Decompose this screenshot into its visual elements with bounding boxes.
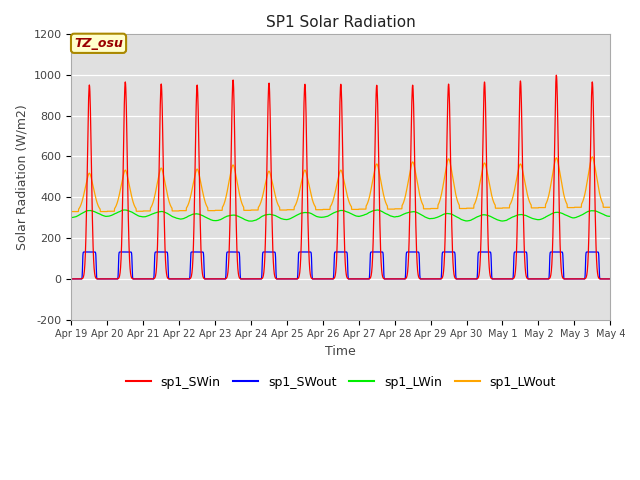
sp1_LWout: [607, 204, 614, 210]
sp1_SWin: [497, 276, 505, 282]
sp1_LWin: [368, 208, 376, 214]
Y-axis label: Solar Radiation (W/m2): Solar Radiation (W/m2): [15, 104, 28, 250]
sp1_SWout: [218, 276, 226, 282]
sp1_LWin: [68, 215, 76, 220]
sp1_SWin: [607, 276, 614, 282]
sp1_SWin: [574, 276, 582, 282]
sp1_LWin: [559, 211, 567, 217]
Line: sp1_LWin: sp1_LWin: [72, 210, 611, 221]
sp1_LWout: [588, 154, 596, 160]
Line: sp1_SWout: sp1_SWout: [72, 252, 611, 279]
sp1_LWout: [559, 186, 566, 192]
sp1_LWin: [218, 216, 225, 222]
sp1_SWin: [218, 276, 225, 282]
Title: SP1 Solar Radiation: SP1 Solar Radiation: [266, 15, 416, 30]
Text: TZ_osu: TZ_osu: [74, 37, 123, 50]
sp1_LWout: [368, 182, 376, 188]
sp1_LWin: [607, 214, 614, 219]
sp1_SWin: [356, 276, 364, 282]
sp1_LWin: [248, 218, 255, 224]
sp1_LWin: [373, 207, 381, 213]
sp1_LWout: [218, 207, 225, 213]
sp1_SWout: [368, 249, 376, 255]
sp1_SWin: [68, 276, 76, 282]
sp1_SWout: [356, 276, 364, 282]
sp1_LWout: [573, 204, 581, 210]
sp1_SWin: [368, 266, 376, 272]
sp1_SWin: [559, 275, 566, 281]
X-axis label: Time: Time: [326, 345, 356, 358]
sp1_LWout: [356, 206, 364, 212]
sp1_SWout: [86, 249, 93, 255]
sp1_SWout: [68, 276, 76, 282]
Line: sp1_SWin: sp1_SWin: [72, 75, 611, 279]
sp1_SWout: [497, 276, 505, 282]
sp1_LWout: [497, 205, 505, 211]
sp1_LWin: [498, 218, 506, 224]
Legend: sp1_SWin, sp1_SWout, sp1_LWin, sp1_LWout: sp1_SWin, sp1_SWout, sp1_LWin, sp1_LWout: [121, 371, 561, 394]
sp1_SWout: [559, 252, 566, 258]
Line: sp1_LWout: sp1_LWout: [72, 157, 611, 212]
sp1_SWout: [607, 276, 614, 282]
sp1_SWout: [574, 276, 582, 282]
sp1_LWin: [356, 213, 364, 219]
sp1_LWout: [68, 209, 76, 215]
sp1_LWin: [574, 214, 582, 219]
sp1_SWin: [552, 72, 560, 78]
